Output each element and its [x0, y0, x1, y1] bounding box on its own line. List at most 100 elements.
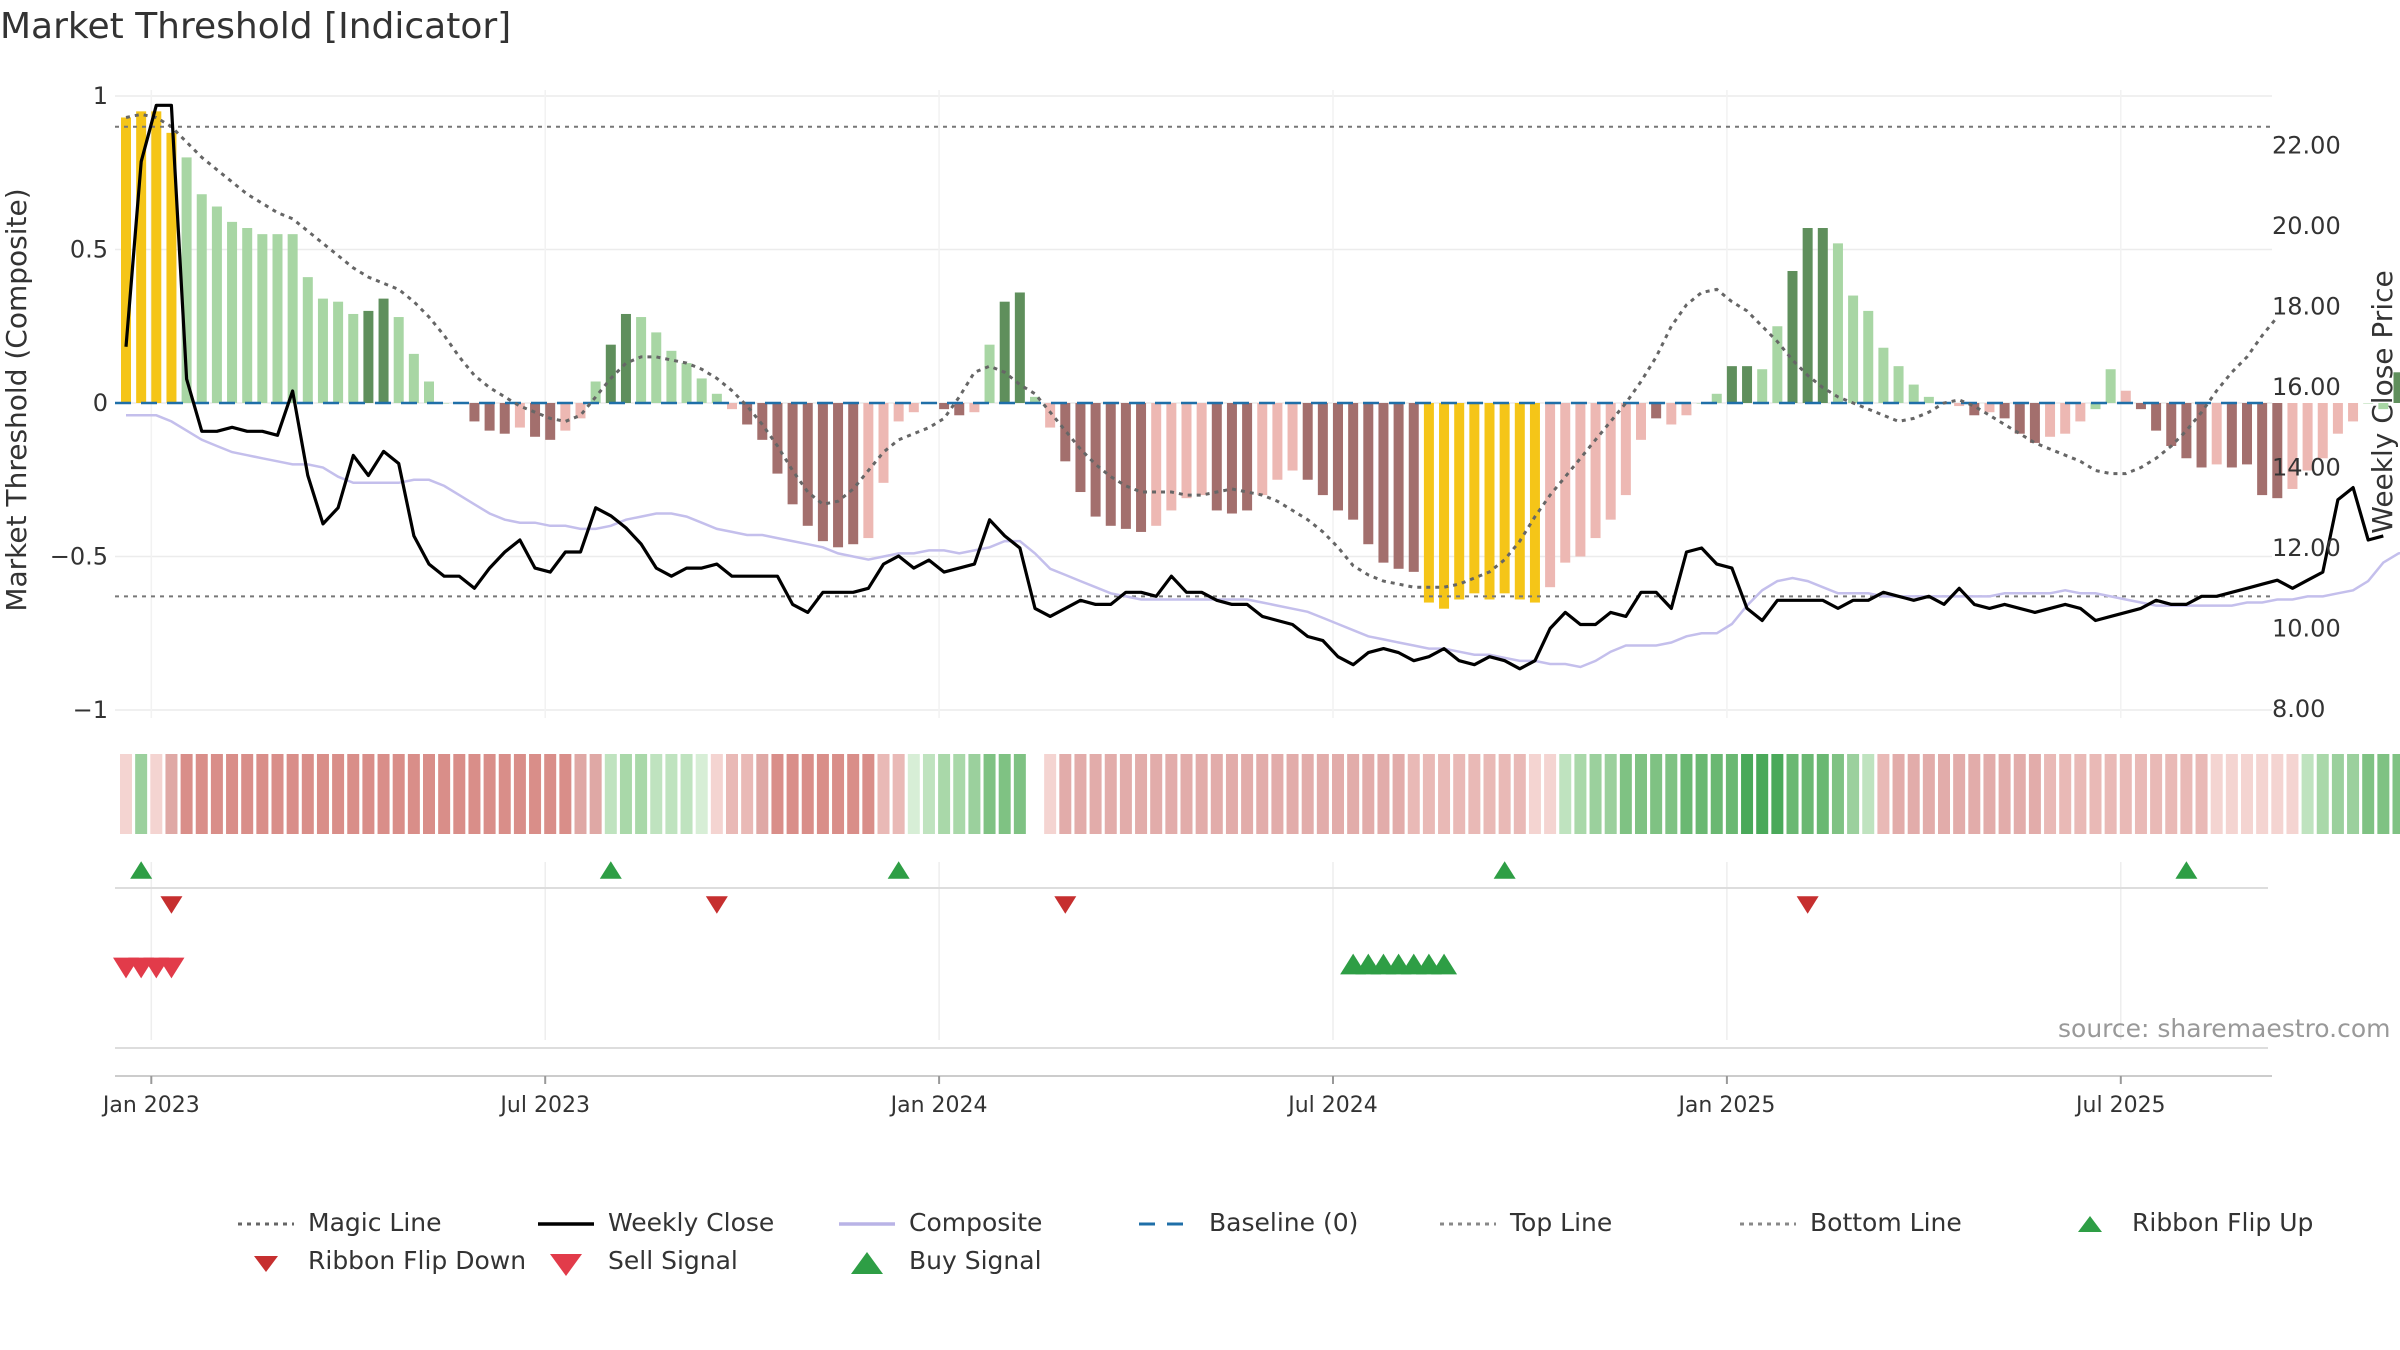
ribbon-cell-62	[1059, 754, 1072, 834]
composite-bar-107	[1742, 366, 1753, 403]
composite-bar-138	[2211, 403, 2222, 465]
ribbon-cell-18	[392, 754, 405, 834]
right-tick-label-5: 12.00	[2272, 534, 2341, 562]
ribbon-cell-53	[922, 754, 935, 834]
composite-bar-35	[651, 332, 662, 403]
composite-bar-54	[939, 403, 950, 410]
ribbon-cell-6	[210, 754, 223, 834]
ribbon-flip-up-marker-4	[2175, 861, 2198, 879]
ribbon-cell-17	[377, 754, 390, 834]
ribbon-cell-15	[347, 754, 360, 834]
composite-bar-10	[272, 234, 283, 403]
ribbon-cell-13	[316, 754, 329, 834]
composite-bar-71	[1196, 403, 1207, 496]
composite-bar-148	[2363, 403, 2374, 404]
composite-bar-114	[1848, 295, 1859, 403]
ribbon-cell-36	[665, 754, 678, 834]
composite-bar-60	[1030, 396, 1040, 403]
ribbon-cell-93	[1528, 754, 1541, 834]
composite-bar-140	[2242, 403, 2252, 465]
composite-bar-149	[2378, 403, 2389, 410]
ribbon-cell-139	[2225, 754, 2238, 834]
ribbon-cell-99	[1619, 754, 1632, 834]
ribbon-cell-87	[1438, 754, 1451, 834]
ribbon-cell-131	[2104, 754, 2117, 834]
ribbon-cell-150	[2392, 754, 2400, 834]
composite-bar-109	[1772, 326, 1783, 403]
composite-bar-108	[1757, 369, 1768, 403]
right-tick-label-3: 16.00	[2272, 373, 2341, 401]
right-tick-label-4: 14.00	[2272, 454, 2341, 482]
ribbon-flip-up-marker-3	[1493, 861, 1516, 879]
composite-bar-105	[1711, 393, 1722, 403]
ribbon-cell-67	[1135, 754, 1148, 834]
ribbon-cell-138	[2210, 754, 2223, 834]
composite-bar-38	[696, 378, 707, 403]
ribbon-cell-107	[1741, 754, 1754, 834]
composite-bar-90	[1484, 403, 1495, 600]
ribbon-cell-88	[1453, 754, 1466, 834]
ribbon-cell-77	[1286, 754, 1299, 834]
composite-bar-89	[1469, 403, 1480, 594]
composite-bar-83	[1378, 403, 1389, 563]
composite-bar-30	[575, 403, 586, 419]
composite-bar-126	[2029, 403, 2040, 443]
ribbon-cell-127	[2044, 754, 2057, 834]
weekly-close-line	[124, 103, 2384, 671]
composite-bar-56	[969, 403, 980, 413]
composite-bar-23	[469, 403, 480, 422]
ribbon-cell-5	[195, 754, 208, 834]
composite-bar-39	[711, 393, 722, 403]
ribbon-cell-64	[1089, 754, 1102, 834]
ribbon-cell-119	[1922, 754, 1935, 834]
signal-rows	[113, 861, 2268, 1049]
composite-bar-44	[787, 403, 798, 505]
composite-bar-21	[439, 403, 450, 404]
left-tick-label-1: 0.5	[70, 236, 108, 264]
ribbon-cell-35	[650, 754, 663, 834]
series-lines	[124, 103, 2400, 671]
ribbon-cell-117	[1892, 754, 1905, 834]
ribbon-cell-50	[877, 754, 890, 834]
level-lines	[115, 125, 2272, 598]
ribbon-cell-125	[2013, 754, 2026, 834]
ribbon-cell-33	[619, 754, 632, 834]
composite-bar-58	[999, 301, 1010, 403]
x-tick-label-3: Jul 2024	[1286, 1093, 1378, 1118]
ribbon-cell-38	[695, 754, 708, 834]
ribbon-cell-2	[150, 754, 163, 834]
left-axis-label: Market Threshold (Composite)	[0, 188, 33, 611]
source-note: source: sharemaestro.com	[2058, 1014, 2391, 1043]
ribbon-cell-68	[1150, 754, 1163, 834]
ribbon-cell-80	[1332, 754, 1344, 834]
composite-bar-33	[620, 313, 631, 403]
ribbon-cell-37	[680, 754, 693, 834]
composite-bar-29	[560, 403, 571, 431]
ribbon-cell-91	[1498, 754, 1511, 834]
composite-bar-34	[636, 317, 647, 403]
composite-bar-46	[817, 403, 828, 542]
ribbon-cell-9	[256, 754, 269, 834]
composite-bar-19	[408, 353, 419, 403]
ribbon-cell-16	[362, 754, 375, 834]
composite-bar-18	[393, 317, 404, 403]
ribbon-cell-14	[332, 754, 345, 834]
ribbon-cell-113	[1831, 754, 1844, 834]
ribbon-cell-81	[1347, 754, 1360, 834]
composite-bar-125	[2014, 403, 2025, 434]
composite-bar-52	[908, 403, 919, 413]
ribbon-cell-130	[2089, 754, 2102, 834]
left-tick-label-2: 0	[93, 389, 108, 417]
ribbon-cell-42	[756, 754, 769, 834]
ribbon-cell-32	[604, 754, 617, 834]
ribbon-cell-61	[1044, 754, 1057, 834]
ribbon-flip-down-marker-2	[1054, 896, 1077, 914]
ribbon-cell-140	[2241, 754, 2253, 834]
ribbon-cell-21	[438, 754, 451, 834]
ribbon-cell-19	[407, 754, 420, 834]
ribbon-cell-55	[953, 754, 966, 834]
ribbon-cell-59	[1013, 754, 1026, 834]
ribbon-flip-down-marker-1	[705, 896, 728, 914]
ribbon-cell-69	[1165, 754, 1178, 834]
ribbon-cell-58	[998, 754, 1011, 834]
